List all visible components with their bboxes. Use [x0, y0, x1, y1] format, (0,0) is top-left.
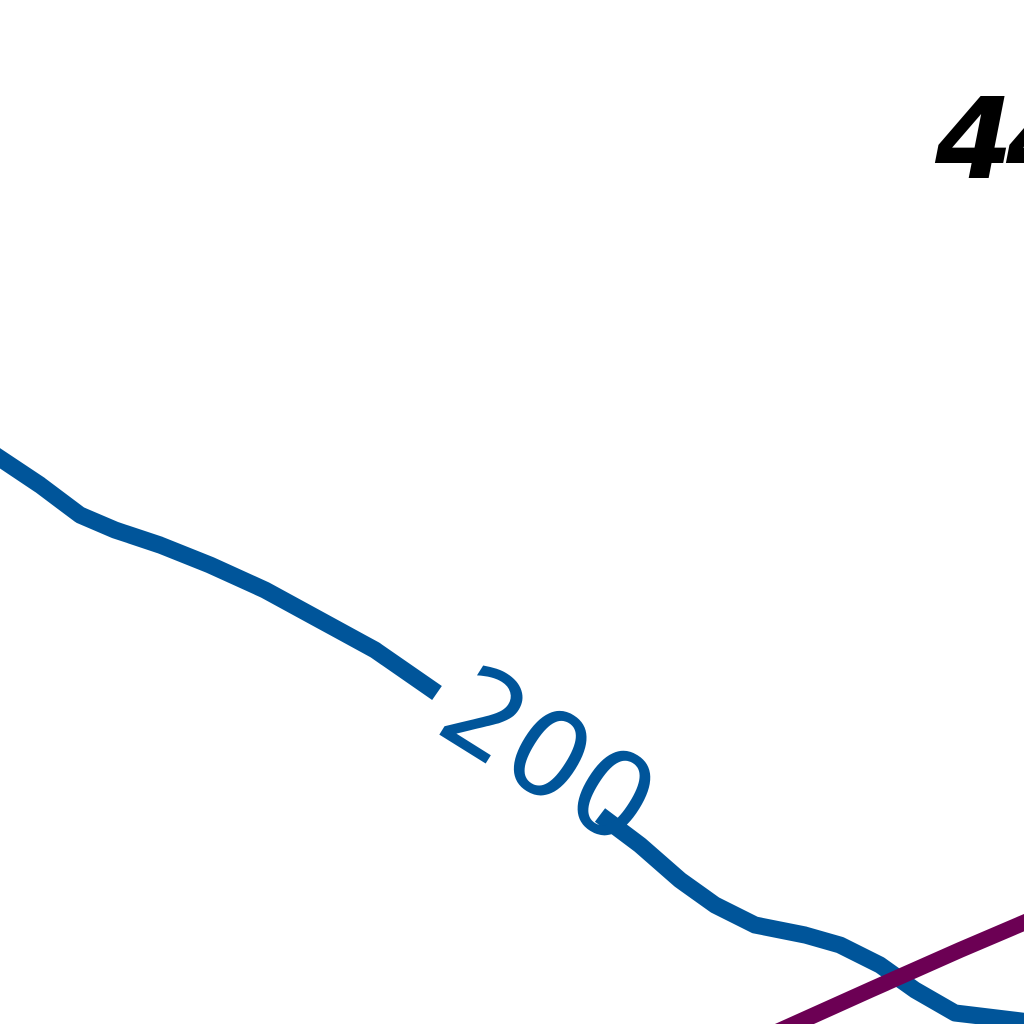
corner-number-label: 4 [934, 75, 1013, 205]
contour-line-right [594, 808, 1024, 1024]
route-line [774, 913, 1024, 1024]
contour-line-left [0, 448, 442, 700]
corner-number-label-clipped: 4 [1005, 75, 1024, 205]
